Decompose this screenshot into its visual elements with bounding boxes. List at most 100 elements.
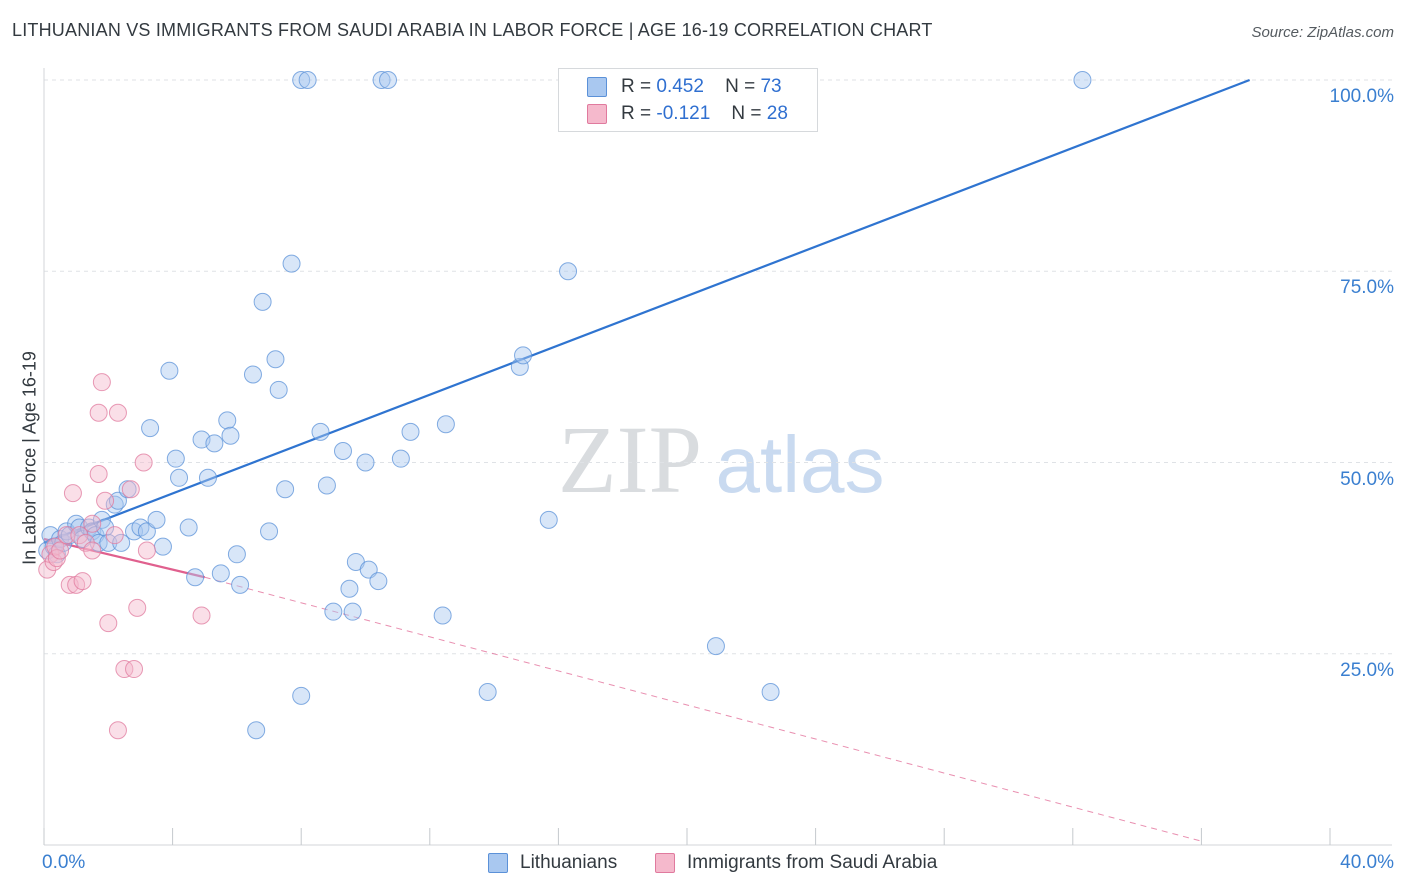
lithuanian-point [292, 71, 311, 89]
grid [44, 79, 1392, 655]
lithuanian-point [253, 292, 272, 311]
saudi-point [134, 453, 153, 472]
lithuanian-point [356, 453, 375, 472]
saudi-point [57, 526, 76, 545]
lithuanian-point [369, 572, 388, 591]
lithuanian-point [333, 442, 352, 461]
watermark-zip: ZIP [558, 406, 702, 513]
lithuanian-point [401, 422, 420, 441]
saudi-legend-swatch [655, 853, 675, 873]
lithuanian-point [186, 568, 205, 587]
lithuanian-trend-line [43, 78, 1251, 544]
lithuanian-point [227, 545, 246, 564]
r-value: -0.121 [656, 103, 711, 124]
saudi-point [92, 373, 111, 392]
lithuanian-point [160, 361, 179, 380]
x-tick-max: 40.0% [1340, 852, 1394, 873]
lithuanian-point [282, 254, 301, 273]
saudi-trend-line [43, 537, 206, 579]
lithuanian-point [343, 602, 362, 621]
watermark: ZIP atlas [558, 406, 884, 513]
source-label: Source: ZipAtlas.com [1251, 24, 1394, 41]
y-tick-label: 25.0% [1340, 659, 1394, 681]
saudi-point [108, 721, 127, 740]
saudi-swatch [587, 104, 607, 124]
saudi-point [96, 491, 115, 510]
lithuanian-point [433, 606, 452, 625]
lithuanian-point [706, 637, 725, 656]
saudi-point [125, 660, 144, 679]
data-points [38, 71, 1092, 740]
lithuanian-point [539, 510, 558, 529]
lithuanian-point [761, 683, 780, 701]
lithuanian-point [266, 350, 285, 369]
lithuanian-point [170, 468, 189, 487]
watermark-atlas: atlas [716, 420, 885, 509]
legend-item-lithuanians: Lithuanians [488, 852, 617, 874]
saudi-trend-extension [204, 576, 1202, 842]
saudi-legend-label: Immigrants from Saudi Arabia [687, 852, 938, 873]
lithuanian-point [247, 721, 266, 740]
lithuanian-point [514, 346, 533, 365]
lithuanian-point [99, 533, 118, 552]
lithuanian-point [243, 365, 262, 384]
lithuanian-point [260, 522, 279, 541]
lithuanians-swatch [587, 77, 607, 97]
lithuanian-point [292, 686, 311, 705]
y-tick-label: 100.0% [1329, 86, 1394, 107]
lithuanian-point [317, 476, 336, 495]
n-label: N = [731, 103, 762, 124]
saudi-point [63, 484, 82, 503]
lithuanian-point [324, 602, 343, 621]
lithuanian-point [198, 468, 217, 487]
saudi-point [108, 403, 127, 422]
n-value: 73 [760, 76, 782, 97]
lithuanian-point [179, 518, 198, 537]
saudi-point [115, 660, 134, 679]
lithuanian-point [359, 560, 378, 579]
lithuanian-point [379, 71, 398, 89]
lithuanian-point [559, 262, 578, 281]
lithuanians-legend-swatch [488, 853, 508, 873]
lithuanian-point [221, 426, 240, 445]
saudi-point [76, 533, 95, 552]
lithuanian-point [89, 533, 108, 552]
stats-legend: R = 0.452 N = 73 R = -0.121 N = 28 [558, 68, 818, 132]
lithuanian-point [340, 579, 359, 598]
saudi-point [38, 560, 57, 579]
saudi-point [89, 464, 108, 483]
lithuanian-point [276, 480, 295, 499]
y-tick-label: 50.0% [1340, 468, 1394, 490]
lithuanian-point [231, 575, 250, 594]
lithuanian-point [137, 522, 156, 541]
saudi-point [128, 598, 147, 617]
saudi-point [83, 541, 102, 560]
lithuanian-point [153, 537, 172, 556]
n-label: N = [725, 76, 756, 97]
y-tick-label: 75.0% [1340, 277, 1394, 299]
saudi-point [121, 480, 140, 499]
trend-lines [43, 78, 1251, 842]
lithuanian-point [147, 510, 166, 529]
saudi-point [89, 403, 108, 422]
r-label: R = [621, 76, 652, 97]
lithuanian-point [269, 380, 288, 399]
chart-title: LITHUANIAN VS IMMIGRANTS FROM SAUDI ARAB… [12, 20, 933, 40]
lithuanian-point [166, 449, 185, 468]
saudi-point [70, 526, 89, 545]
lithuanian-point [391, 449, 410, 468]
saudi-point [192, 606, 211, 625]
saudi-point [105, 526, 124, 545]
lithuanian-point [141, 419, 160, 438]
saudi-point [51, 541, 70, 560]
lithuanian-point [108, 491, 127, 510]
lithuanian-point [205, 434, 224, 453]
lithuanian-point [211, 564, 230, 583]
lithuanian-point [1073, 71, 1092, 89]
n-value: 28 [766, 103, 788, 124]
lithuanian-point [478, 683, 497, 701]
lithuanian-point [218, 411, 237, 430]
x-tick-min: 0.0% [42, 852, 86, 873]
lithuanian-point [298, 71, 317, 89]
